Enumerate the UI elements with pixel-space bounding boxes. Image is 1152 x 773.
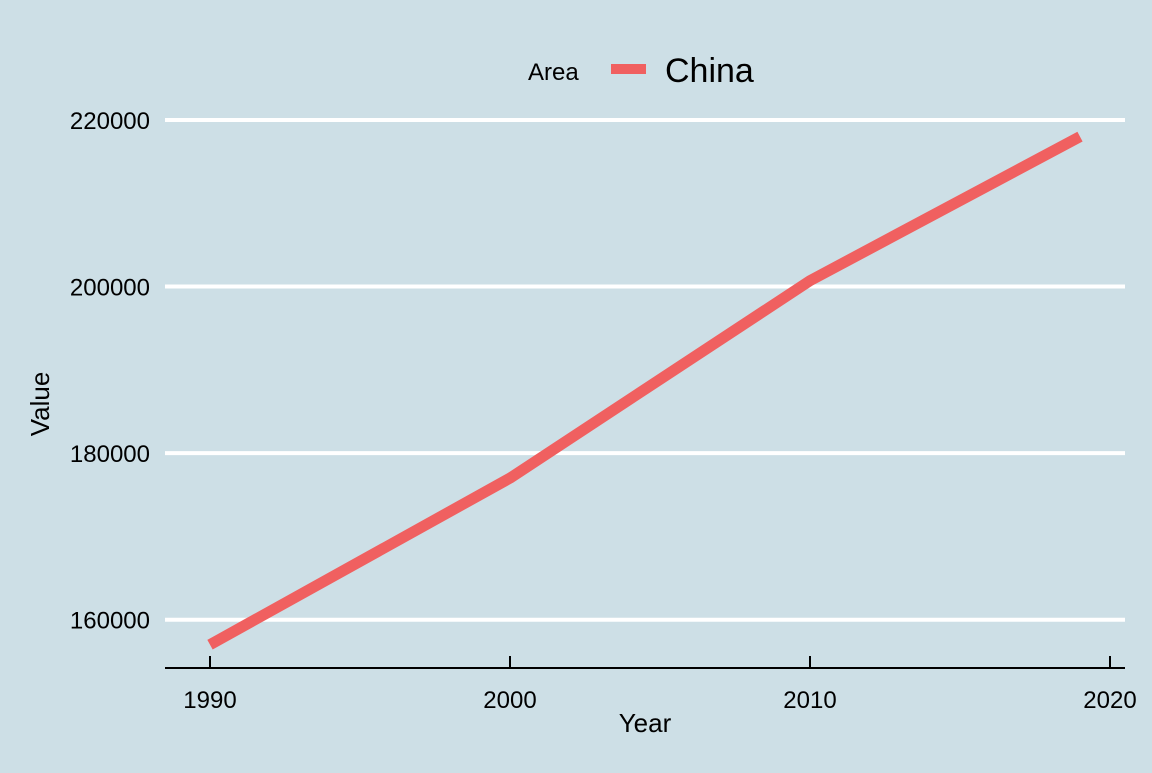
y-tick-label-160000: 160000: [70, 608, 150, 635]
legend-label-china: China: [665, 52, 754, 90]
y-tick-label-200000: 200000: [70, 275, 150, 302]
legend-title: Area: [528, 59, 579, 86]
x-tick-label-1990: 1990: [183, 687, 236, 714]
y-axis-title: Value: [25, 372, 55, 437]
y-tick-label-180000: 180000: [70, 441, 150, 468]
x-tick-label-2020: 2020: [1083, 687, 1136, 714]
x-tick-label-2000: 2000: [483, 687, 536, 714]
x-axis-title: Year: [619, 708, 672, 738]
x-tick-label-2010: 2010: [783, 687, 836, 714]
y-tick-label-220000: 220000: [70, 108, 150, 135]
